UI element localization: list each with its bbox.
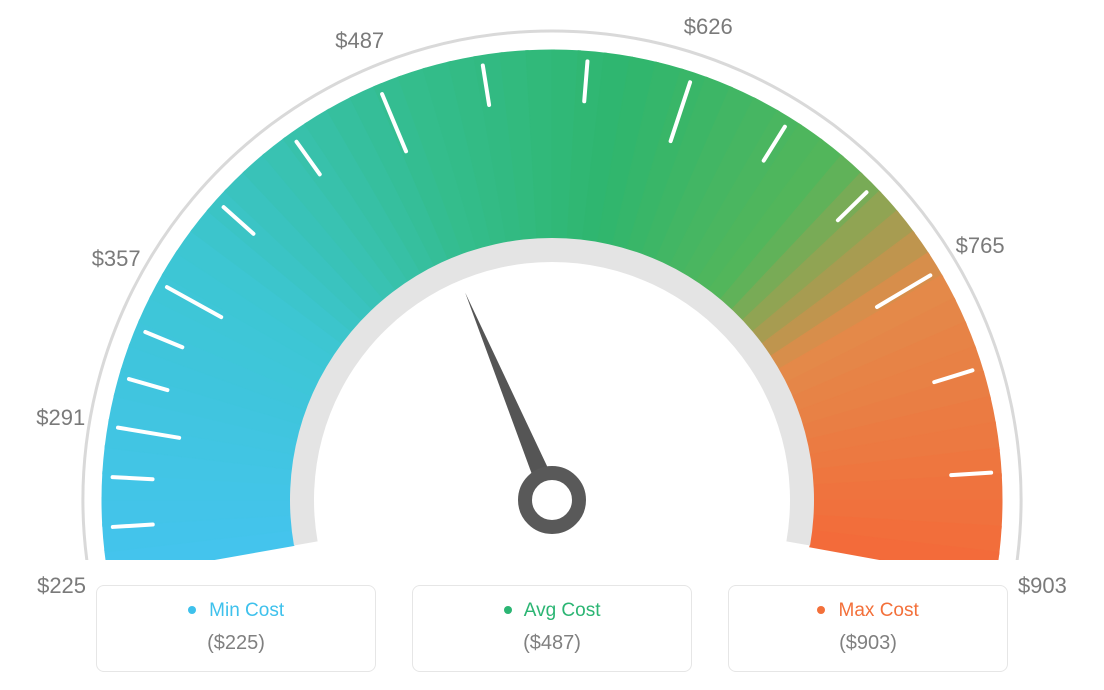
legend-title-max: Max Cost [739, 600, 997, 622]
legend-title-min: Min Cost [107, 600, 365, 622]
legend-card-avg: Avg Cost ($487) [412, 585, 692, 672]
gauge-chart: $225$291$357$487$626$765$903 [0, 0, 1104, 560]
legend-label-min: Min Cost [209, 600, 284, 621]
bullet-min-icon [188, 606, 196, 614]
gauge-tick-label: $765 [956, 233, 1005, 259]
bullet-avg-icon [504, 606, 512, 614]
gauge-svg [0, 0, 1104, 560]
legend-value-avg: ($487) [423, 632, 681, 655]
legend-row: Min Cost ($225) Avg Cost ($487) Max Cost… [0, 585, 1104, 672]
bullet-max-icon [817, 606, 825, 614]
legend-card-min: Min Cost ($225) [96, 585, 376, 672]
gauge-tick-label: $487 [335, 28, 384, 54]
legend-card-max: Max Cost ($903) [728, 585, 1008, 672]
gauge-tick-label: $357 [92, 246, 141, 272]
legend-label-avg: Avg Cost [524, 600, 601, 621]
gauge-tick-label: $626 [684, 14, 733, 40]
legend-value-max: ($903) [739, 632, 997, 655]
legend-value-min: ($225) [107, 632, 365, 655]
legend-label-max: Max Cost [839, 600, 919, 621]
gauge-tick-label: $291 [36, 405, 85, 431]
legend-title-avg: Avg Cost [423, 600, 681, 622]
